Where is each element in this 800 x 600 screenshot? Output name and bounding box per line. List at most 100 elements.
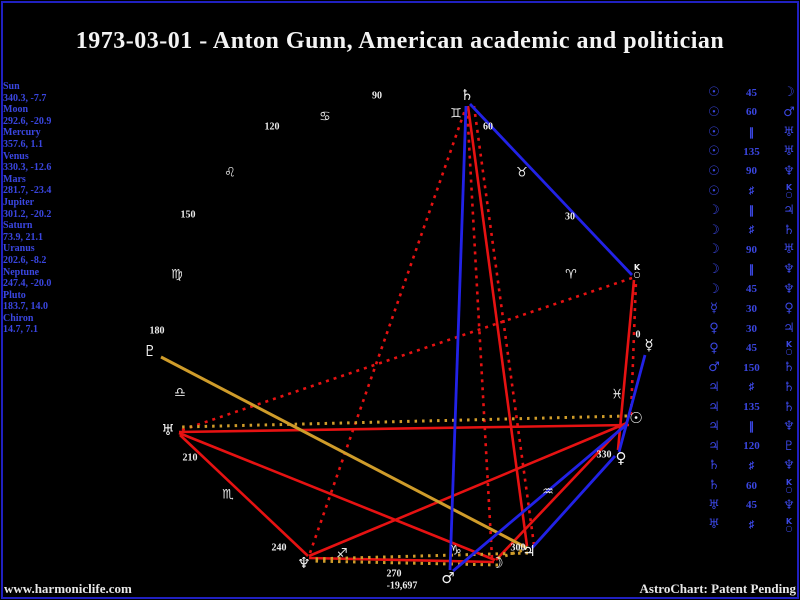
moon-glyph: ☽ — [783, 85, 795, 101]
uranus-glyph: ♅ — [783, 242, 795, 258]
aspect-type: 60 — [746, 479, 757, 492]
planet-entry: Sun 340.3, -7.7 — [3, 81, 47, 104]
aspect-row: ☉ 90 ♆ — [705, 162, 798, 182]
jupiter-glyph: ♃ — [708, 419, 720, 435]
neptune-glyph: ♆ — [783, 262, 795, 278]
aspect-row: ☉ 45 ☽ — [705, 83, 798, 103]
aspect-row: ☽ 90 ♅ — [705, 240, 798, 260]
scorpio-glyph: ♏ — [222, 487, 234, 503]
moon-glyph: ☽ — [708, 203, 720, 219]
sun-glyph: ☉ — [708, 144, 720, 160]
neptune-glyph: ♆ — [783, 281, 795, 297]
sun-glyph: ☉ — [708, 85, 720, 101]
moon-glyph: ☽ — [708, 262, 720, 278]
aspect-row: ♃ 135 ♄ — [705, 397, 798, 417]
saturn-glyph: ♄ — [708, 458, 720, 474]
cancer-glyph: ♋ — [319, 109, 331, 125]
chiron-glyph: K ○ — [785, 477, 793, 494]
jupiter-glyph: ♃ — [783, 321, 795, 336]
aspect-type: 90 — [746, 165, 757, 178]
aspect-type: ∥ — [748, 264, 755, 277]
degree-label: 330 — [596, 449, 612, 461]
moon-glyph: ☽ — [490, 554, 504, 572]
aspect-type: ∥ — [748, 421, 755, 434]
mercury-glyph: ☿ — [710, 301, 718, 317]
aspect-row: ☿ 30 ♀ — [705, 299, 798, 319]
mars-glyph: ♂ — [441, 569, 455, 587]
saturn-glyph: ♄ — [783, 379, 795, 395]
planet-entry: Mercury 357.6, 1.1 — [3, 127, 43, 150]
capricorn-glyph: ♑ — [450, 543, 462, 559]
aspect-row: ☽ ∥ ♆ — [705, 260, 798, 280]
lines-yellow-solid — [160, 355, 528, 550]
neptune-glyph: ♆ — [783, 497, 795, 513]
jupiter-glyph: ♃ — [783, 203, 795, 219]
aspect-row: ☉ ♯ K ○ — [705, 181, 798, 201]
planet-entry: Neptune 247.4, -20.0 — [3, 266, 52, 290]
planet-entry: Saturn 73.9, 21.1 — [3, 220, 43, 243]
aspect-type: 45 — [746, 342, 757, 355]
jupiter-glyph: ♃ — [708, 399, 720, 415]
saturn-glyph: ♄ — [783, 360, 795, 376]
planet-position-list: Sun 340.3, -7.7 Moon 292.6, -20.9 Mercury 357… — [3, 81, 51, 336]
neptune-glyph: ♆ — [297, 554, 311, 572]
uranus-glyph: ♅ — [783, 124, 795, 140]
degree-label: 150 — [180, 209, 196, 221]
aspect-type: 120 — [743, 440, 760, 453]
aspect-type: ♯ — [748, 185, 755, 198]
chiron-glyph: K ○ — [785, 183, 793, 200]
degree-label: 90 — [372, 90, 382, 102]
aspect-row: ♃ ♯ ♄ — [705, 378, 798, 398]
aspect-list: ☉ 45 ☽ ☉ 60 ♂ ☉ ∥ ♅ ☉ 135 ♅ ☉ 90 ♆ ☉ ♯ K ○ ☽ ∥ ♃ ☽ ♯ ♄ ☽ 90 ♅ ☽ ∥ ♆ ☽ 45… — [705, 83, 798, 535]
sun-glyph: ☉ — [629, 409, 643, 427]
moon-glyph: ☽ — [708, 222, 720, 238]
aspect-row: ☉ 135 ♅ — [705, 142, 798, 162]
aspect-type: 60 — [746, 106, 757, 119]
aspect-type: 30 — [746, 322, 757, 335]
aspect-row: ☽ ♯ ♄ — [705, 220, 798, 240]
saturn-glyph: ♄ — [460, 86, 474, 104]
saturn-glyph: ♄ — [783, 399, 795, 415]
aspect-row: ☽ ∥ ♃ — [705, 201, 798, 221]
aspect-type: 90 — [746, 243, 757, 256]
libra-glyph: ♎ — [174, 385, 186, 401]
planet-entry: Jupiter 301.2, -20.2 — [3, 196, 52, 220]
jupiter-glyph: ♃ — [522, 542, 536, 560]
sagittarius-glyph: ♐ — [336, 546, 348, 562]
aspect-row: ☉ 60 ♂ — [705, 103, 798, 123]
degree-label: 60 — [483, 121, 493, 133]
neptune-glyph: ♆ — [783, 419, 795, 435]
value-label: -19,697 — [386, 580, 418, 592]
uranus-glyph: ♅ — [783, 144, 795, 160]
aspect-type: ♯ — [748, 224, 755, 237]
aspect-type: 150 — [743, 361, 760, 374]
sun-glyph: ☉ — [708, 183, 720, 199]
aspect-row: ♅ 45 ♆ — [705, 495, 798, 515]
aspect-row: ♃ 120 ♇ — [705, 437, 798, 457]
planet-entry: Moon 292.6, -20.9 — [3, 104, 52, 127]
aspect-type: 45 — [746, 283, 757, 296]
mars-glyph: ♂ — [708, 360, 720, 376]
lines-blue-solid — [448, 103, 647, 573]
degree-label: 180 — [149, 325, 165, 337]
neptune-glyph: ♆ — [783, 458, 795, 474]
saturn-glyph: ♄ — [783, 222, 795, 238]
venus-glyph: ♀ — [709, 321, 719, 336]
degree-label: 30 — [565, 211, 575, 223]
aspect-row: ♅ ♯ K ○ — [705, 515, 798, 535]
lines-red-dotted — [181, 105, 638, 559]
aspect-row: ♃ ∥ ♆ — [705, 417, 798, 437]
aspect-row: ♂ 150 ♄ — [705, 358, 798, 378]
degree-label: 240 — [271, 542, 287, 554]
aspect-type: ♯ — [748, 518, 755, 531]
aspect-type: ∥ — [748, 205, 755, 218]
jupiter-glyph: ♃ — [708, 438, 720, 454]
degree-label: 270 — [386, 568, 402, 580]
sun-glyph: ☉ — [708, 163, 720, 179]
aspect-row: ☽ 45 ♆ — [705, 279, 798, 299]
aspect-row: ♄ 60 K ○ — [705, 476, 798, 496]
venus-glyph: ♀ — [615, 449, 627, 467]
aspect-type: ♯ — [748, 459, 755, 472]
